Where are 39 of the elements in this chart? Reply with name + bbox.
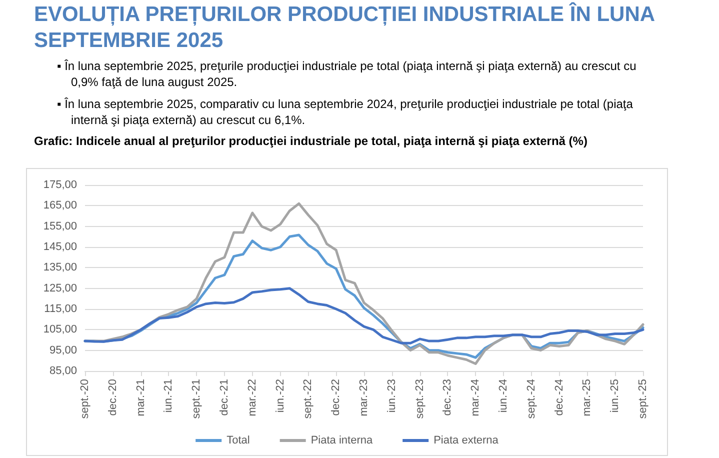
text: ▪ În luna septembrie 2025, preţurile producţiei industriale pe total (piaţa internă şi piaţa externă) au crescut cu 0,9% faţă de luna august 2025.: [57, 58, 638, 90]
legend-label: Piata externa: [434, 434, 500, 446]
y-tick-label: 145,00: [43, 241, 77, 253]
y-tick-label: 175,00: [43, 179, 77, 191]
text: ▪ În luna septembrie 2025, comparativ cu luna septembrie 2024, preţurile producţiei industriale pe total (piaţa internă şi piaţa externă) au crescut cu 6,1%.: [57, 96, 634, 128]
y-tick-label: 115,00: [44, 303, 77, 315]
x-tick-label: iun.-24: [498, 379, 510, 413]
y-tick-label: 135,00: [43, 262, 77, 274]
y-tick-label: 155,00: [43, 220, 77, 232]
y-tick-label: 85,00: [49, 365, 77, 377]
x-tick-label: mar.-25: [581, 379, 594, 416]
legend-label: Piata interna: [310, 434, 374, 446]
x-tick-label: iun.-25: [609, 379, 622, 413]
legend-label: Total: [226, 434, 250, 446]
x-tick-label: sept.-24: [525, 379, 538, 419]
x-tick-label: iun.-22: [274, 379, 286, 413]
y-tick-label: 125,00: [43, 282, 77, 294]
x-tick-label: sept.-22: [302, 379, 314, 419]
x-tick-label: mar.-24: [470, 379, 482, 416]
x-tick-label: sept.-21: [190, 379, 203, 419]
chart-title: EVOLUȚIA PREȚURILOR PRODUCȚIEI INDUSTRIALE ÎN LUNA SEPTEMBRIE 2025: [34, 1, 656, 54]
x-tick-label: sept.-25: [637, 379, 649, 419]
y-tick-label: 165,00: [43, 200, 77, 212]
x-tick-label: dec.-24: [553, 379, 566, 416]
x-tick-label: dec.-20: [106, 379, 119, 416]
x-tick-label: iun.-21: [162, 379, 175, 413]
x-tick-label: dec.-22: [330, 379, 342, 416]
x-tick-label: sept.-23: [414, 379, 426, 419]
line-series: [84, 287, 644, 344]
x-tick-label: dec.-21: [218, 379, 230, 416]
y-tick-label: 95,00: [49, 344, 77, 356]
x-tick-label: mar.-21: [134, 379, 147, 416]
y-tick-label: 105,00: [43, 324, 77, 336]
chart-subtitle: Grafic: Indicele anual al preţurilor producţiei industriale pe total, piaţa internă şi piaţa externă (%): [34, 134, 588, 148]
x-tick-label: sept.-20: [79, 379, 91, 419]
x-tick-label: mar.-23: [358, 379, 370, 416]
x-tick-label: iun.-23: [386, 379, 398, 413]
x-tick-label: dec.-23: [442, 379, 454, 416]
x-tick-label: mar.-22: [246, 379, 258, 416]
